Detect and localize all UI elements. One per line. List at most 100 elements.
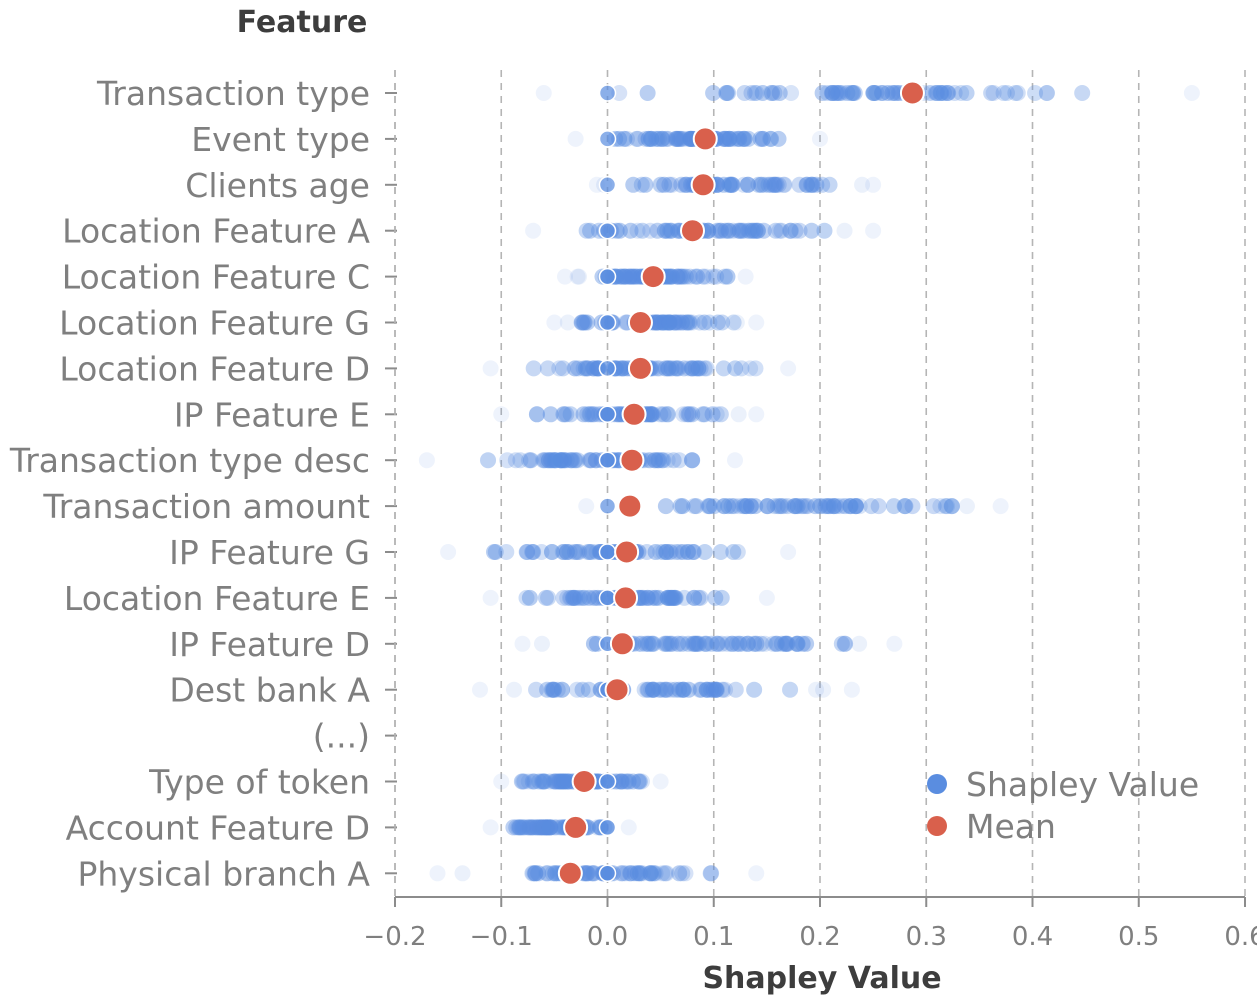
shapley-point: [629, 222, 646, 239]
shapley-point: [723, 176, 740, 193]
shapley-point: [635, 589, 652, 606]
shapley-point: [579, 544, 596, 560]
shapley-point: [692, 681, 709, 698]
shapley-point: [563, 589, 580, 606]
shapley-point: [744, 222, 761, 239]
shapley-point: [530, 865, 547, 882]
shapley-point: [643, 681, 660, 698]
shapley-point: [578, 360, 595, 377]
shapley-point: [928, 85, 945, 101]
shapley-point: [487, 544, 504, 560]
shapley-point: [543, 681, 560, 698]
shapley-point: [507, 452, 524, 469]
shapley-point: [622, 865, 639, 882]
shapley-point: [794, 635, 811, 652]
shapley-point: [520, 773, 537, 790]
shapley-point: [521, 819, 538, 836]
shapley-point: [583, 544, 600, 560]
shapley-point: [537, 589, 554, 606]
shapley-point: [643, 635, 660, 652]
shapley-point: [639, 635, 656, 652]
shapley-point: [576, 589, 593, 606]
shapley-point: [573, 314, 590, 331]
shapley-point: [585, 865, 602, 882]
shapley-point: [674, 544, 691, 560]
shapley-point: [657, 130, 674, 147]
shapley-point: [747, 360, 764, 377]
shapley-point: [669, 268, 686, 285]
shapley-point: [680, 360, 697, 377]
shapley-point: [837, 498, 854, 515]
shapley-point: [652, 544, 669, 560]
shapley-point: [1074, 85, 1091, 101]
mean-marker: [604, 677, 630, 703]
shapley-point: [578, 222, 595, 239]
shapley-point: [563, 452, 580, 469]
shapley-point: [533, 819, 550, 836]
shapley-point: [866, 85, 883, 101]
shapley-point: [803, 222, 820, 239]
shapley-point: [661, 176, 678, 193]
shapley-point: [659, 130, 676, 147]
shapley-point: [727, 452, 743, 469]
shapley-point: [713, 222, 730, 239]
shapley-point: [715, 360, 732, 377]
shapley-point: [646, 865, 663, 882]
shapley-point: [708, 681, 725, 698]
shapley-point: [579, 314, 596, 331]
shapley-point: [656, 222, 673, 239]
shapley-point: [538, 819, 555, 836]
shapley-point: [511, 819, 528, 836]
shapley-point: [567, 360, 584, 377]
shapley-point: [508, 819, 525, 836]
shapley-point: [546, 452, 563, 469]
shapley-point: [528, 681, 545, 698]
shapley-point: [671, 544, 688, 560]
shapley-point: [569, 452, 586, 469]
shapley-point: [753, 176, 770, 193]
shapley-point: [698, 681, 715, 698]
shapley-point: [825, 498, 842, 515]
shapley-point: [620, 268, 637, 285]
shapley-point: [786, 498, 803, 515]
shapley-point: [822, 498, 839, 515]
shapley-point: [794, 498, 811, 515]
shapley-point: [729, 130, 746, 147]
shapley-point: [598, 405, 617, 424]
shapley-point: [556, 452, 573, 469]
shapley-point: [546, 773, 563, 790]
shapley-point: [684, 635, 701, 652]
shapley-point: [519, 544, 536, 560]
shapley-point: [699, 498, 716, 515]
shapley-point: [537, 819, 554, 836]
shapley-point: [613, 268, 630, 285]
shapley-point: [564, 452, 581, 469]
shapley-point: [649, 222, 666, 239]
shapley-point: [652, 176, 669, 193]
shapley-point: [582, 222, 599, 239]
shapley-point: [669, 314, 686, 331]
shapley-point: [814, 85, 831, 101]
shapley-point: [643, 130, 660, 147]
y-axis-title: Feature: [237, 5, 368, 40]
y-tick-label: Transaction type desc: [9, 441, 370, 480]
shapley-point: [701, 498, 718, 515]
shapley-point: [755, 222, 772, 239]
shapley-point: [598, 497, 617, 515]
shapley-point: [776, 176, 793, 193]
shapley-point: [640, 635, 657, 652]
shapley-point: [533, 544, 550, 560]
shapley-point: [886, 85, 903, 101]
shapley-point: [713, 589, 730, 606]
shapley-point: [742, 498, 759, 515]
shapley-point: [812, 130, 828, 147]
shapley-point: [888, 85, 905, 101]
shapley-point: [696, 314, 713, 331]
shapley-point: [612, 773, 629, 790]
shapley-point: [937, 498, 954, 515]
shapley-point: [1183, 85, 1200, 101]
shapley-point: [710, 222, 727, 239]
shapley-point: [707, 681, 724, 698]
shapley-point: [579, 865, 596, 882]
shapley-point: [535, 85, 552, 101]
